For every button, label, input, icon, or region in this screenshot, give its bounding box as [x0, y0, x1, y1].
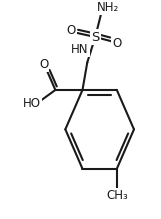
- Text: CH₃: CH₃: [107, 189, 128, 202]
- Text: O: O: [67, 24, 76, 37]
- Text: S: S: [91, 30, 99, 44]
- Text: O: O: [39, 58, 48, 71]
- Text: O: O: [112, 37, 121, 50]
- Text: HN: HN: [71, 43, 89, 56]
- Text: NH₂: NH₂: [97, 1, 119, 14]
- Text: HO: HO: [23, 97, 41, 110]
